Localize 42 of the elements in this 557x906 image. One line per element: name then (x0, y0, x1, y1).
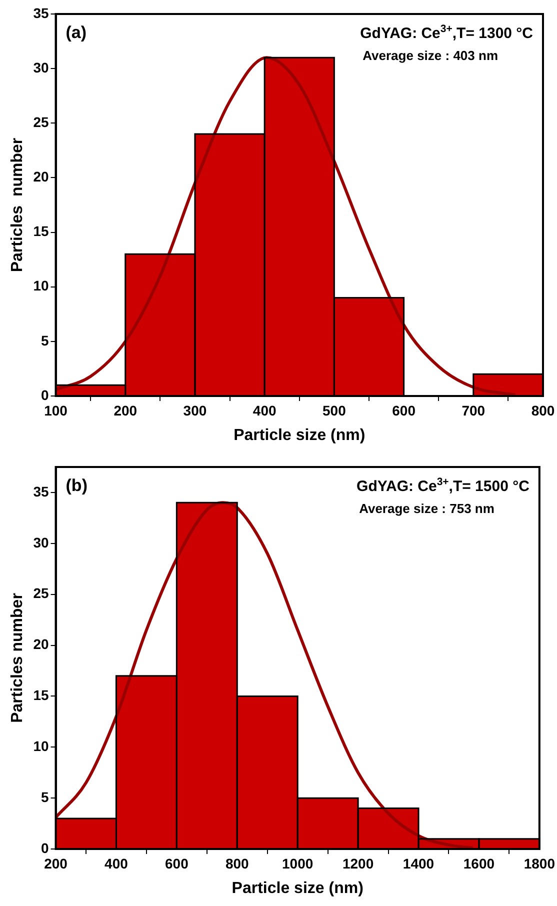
annotation: (b) (66, 476, 88, 495)
x-tick-label: 1600 (463, 855, 495, 872)
annotation: (a) (66, 23, 87, 42)
y-tick-label: 5 (40, 332, 49, 348)
x-tick-label: 700 (462, 402, 486, 418)
y-tick-label: 30 (33, 534, 49, 550)
annotation: Average size : 403 nm (362, 48, 498, 63)
x-tick-label: 200 (44, 855, 68, 872)
y-axis-title: Particles number (9, 138, 26, 272)
y-tick-label: 0 (40, 386, 49, 403)
x-tick-label: 800 (225, 855, 250, 872)
x-tick-label: 400 (104, 855, 128, 872)
x-tick-label: 300 (183, 402, 207, 418)
y-tick-label: 10 (33, 738, 49, 754)
y-tick-label: 15 (33, 223, 49, 240)
y-tick-label: 15 (33, 687, 49, 704)
x-tick-label: 1400 (402, 855, 434, 872)
x-tick-label: 1800 (524, 855, 556, 872)
line-series (56, 501, 474, 849)
x-tick-label: 100 (44, 402, 68, 418)
x-axis-title: Particle size (nm) (232, 880, 364, 897)
y-tick-label: 35 (33, 483, 49, 500)
x-tick-label: 1000 (282, 855, 314, 872)
y-tick-label: 20 (33, 168, 49, 185)
y-tick-label: 25 (33, 114, 49, 130)
y-tick-label: 5 (40, 788, 49, 805)
x-tick-label: 400 (252, 402, 276, 418)
y-tick-label: 25 (33, 585, 49, 602)
x-tick-label: 600 (392, 402, 416, 418)
annotation: Average size : 753 nm (359, 501, 494, 516)
y-tick-label: 10 (33, 278, 49, 294)
y-tick-label: 0 (40, 840, 49, 856)
y-tick-label: 30 (33, 59, 49, 76)
x-tick-label: 200 (114, 402, 138, 418)
x-tick-label: 800 (531, 402, 555, 418)
y-axis-title: Particles number (9, 593, 26, 723)
x-tick-label: 500 (322, 402, 346, 418)
x-axis-title: Particle size (nm) (234, 426, 366, 444)
x-tick-label: 600 (165, 855, 189, 872)
y-tick-label: 35 (33, 4, 49, 21)
x-tick-label: 1200 (342, 855, 374, 872)
y-tick-label: 20 (33, 636, 49, 652)
